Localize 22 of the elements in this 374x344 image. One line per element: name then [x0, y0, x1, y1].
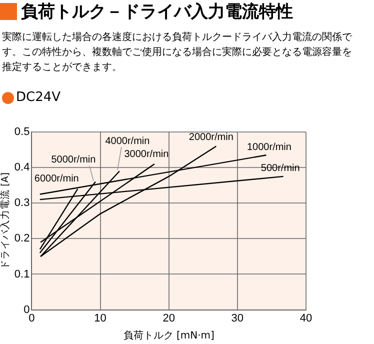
series-label: 2000r/min: [188, 132, 234, 143]
y-tick-label: 0.4: [14, 162, 30, 174]
series-label: 6000r/min: [34, 174, 79, 185]
series-label: 500r/min: [260, 163, 300, 174]
chart-subtitle: 実際に運転した場合の各速度における負荷トルクードライバ入力電流の関係です。この特性から、複数軸でご使用になる場合に実際に必要となる電源容量を推定することができます。: [2, 30, 352, 75]
series-label: 5000r/min: [51, 154, 96, 166]
text: 4000r/min: [105, 136, 150, 147]
y-tick-label: 0.3: [14, 197, 30, 210]
y-tick-label: 0.1: [14, 268, 30, 280]
x-tick-label: 20: [162, 312, 175, 324]
series-label: 3000r/min: [124, 148, 169, 160]
x-axis-title: 負荷トルク [mN·m]: [123, 330, 215, 342]
x-tick-label: 10: [94, 312, 106, 324]
chart-title: 負荷トルク－ドライバ入力電流特性: [21, 0, 293, 22]
x-tick-label: 30: [231, 312, 244, 324]
y-tick-label: 0.5: [14, 126, 30, 138]
y-tick-label: 0: [24, 304, 30, 316]
series-label: 1000r/min: [246, 142, 292, 153]
y-tick-label: 0.2: [14, 232, 30, 245]
y-axis-title: ドライバ入力電流 [A]: [0, 172, 12, 270]
x-tick-label: 40: [300, 312, 312, 324]
text: DC24V: [16, 90, 61, 105]
